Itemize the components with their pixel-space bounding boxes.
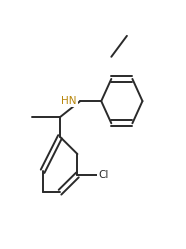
Text: Cl: Cl <box>98 170 108 180</box>
Text: HN: HN <box>61 96 77 106</box>
